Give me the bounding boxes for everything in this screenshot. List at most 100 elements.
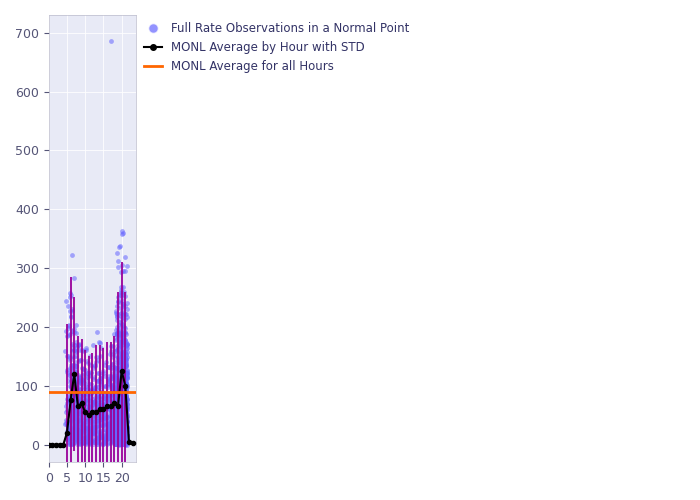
Point [111,368,122,376]
Point [116,436,127,444]
Point [120,430,132,438]
Point [113,332,125,340]
Point [113,354,124,362]
Point [117,372,128,380]
Point [66,440,77,448]
Point [108,426,119,434]
Point [61,430,72,438]
Point [70,369,81,377]
Point [106,428,118,436]
Point [85,418,97,426]
Point [116,363,127,371]
Point [107,399,118,407]
Point [113,418,125,426]
Point [76,434,87,442]
Point [118,402,129,410]
Point [116,414,127,422]
Point [94,374,106,382]
Point [62,324,74,332]
Point [116,414,127,422]
Point [88,375,99,383]
Point [116,426,127,434]
Point [83,422,94,430]
Point [76,414,87,422]
Point [113,398,124,406]
Point [113,384,125,392]
Point [97,368,108,376]
Point [116,371,127,379]
Point [121,424,132,432]
Point [89,418,100,426]
Point [77,427,88,435]
Point [104,418,116,426]
Point [117,351,128,359]
Point [119,384,130,392]
Point [112,332,123,340]
Point [116,388,127,396]
Point [64,434,76,442]
Point [107,426,118,434]
Point [102,428,113,436]
Point [69,407,80,415]
Point [116,432,127,440]
Point [108,391,119,399]
Point [116,412,127,420]
Point [95,406,106,414]
Point [115,364,126,372]
Point [115,342,126,349]
Point [83,406,94,414]
Point [90,400,101,407]
Point [75,440,86,448]
Point [116,358,127,366]
Point [111,310,122,318]
Point [66,400,78,408]
Point [117,428,128,436]
Point [85,438,97,446]
Point [72,418,83,426]
Point [79,408,90,416]
Point [110,426,121,434]
Point [88,386,99,394]
Point [106,417,118,425]
Point [119,253,130,261]
Point [120,402,131,410]
Point [116,288,127,296]
Point [108,420,119,428]
Point [102,420,113,428]
Point [118,393,130,401]
Point [92,422,103,430]
Point [66,307,78,315]
Point [115,422,126,430]
Point [114,290,125,298]
Point [116,405,127,413]
Point [60,327,71,335]
Point [76,346,88,354]
Point [64,308,76,316]
Point [117,419,128,427]
Point [70,405,81,413]
Point [80,438,91,446]
Point [67,406,78,414]
Point [121,430,132,438]
Point [119,353,130,361]
Point [63,438,74,446]
Point [109,400,120,407]
Point [67,382,78,390]
Point [113,425,125,433]
Point [107,385,118,393]
Point [74,430,85,438]
Point [120,432,131,440]
Point [120,405,131,413]
Point [83,395,94,403]
Point [84,432,95,440]
Point [120,368,132,376]
Point [108,354,119,362]
Point [104,429,116,437]
Point [71,430,83,438]
Point [108,384,119,392]
Point [69,412,80,420]
Point [117,365,128,373]
Point [118,392,130,400]
Point [83,430,94,438]
Point [108,388,119,396]
